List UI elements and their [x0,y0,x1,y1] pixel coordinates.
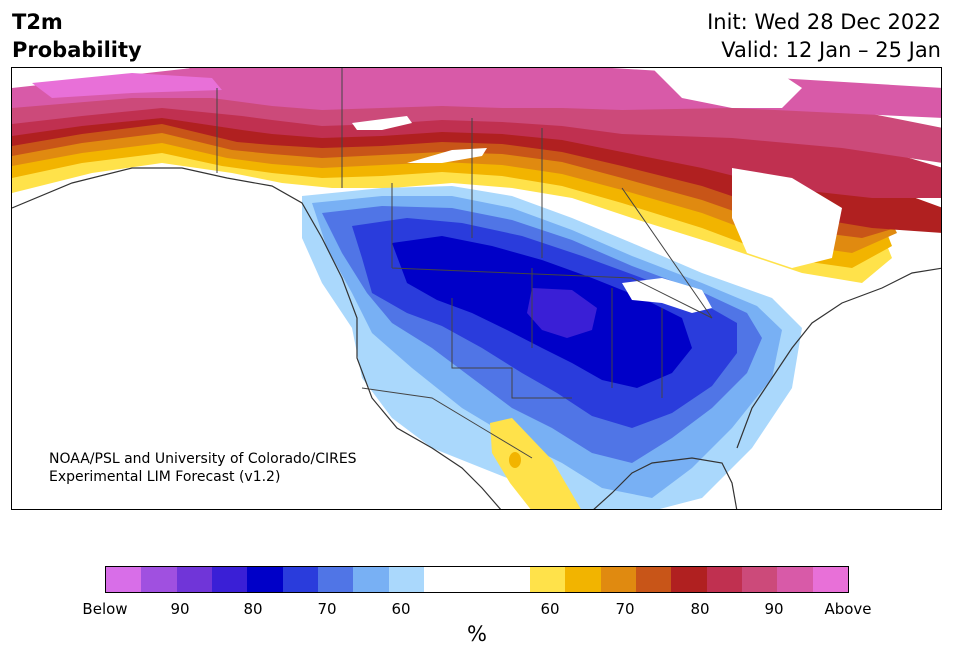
great-bear-lake [352,116,412,130]
colorbar-swatch-above-1 [529,567,566,592]
map-canvas [12,68,941,509]
arctic-channels [652,68,802,108]
colorbar-swatch-above-9 [812,567,848,592]
mexico-warm-core [509,452,521,468]
coastlines [12,167,941,509]
great-slave-lake [407,148,487,163]
credit-line-1: NOAA/PSL and University of Colorado/CIRE… [49,451,357,467]
valid-range: Valid: 12 Jan – 25 Jan [721,38,941,62]
colorbar-swatch-above-5 [671,567,707,592]
tick-below-70: 70 [317,600,337,618]
colorbar-swatch-below-2 [141,567,177,592]
west-coast [12,167,502,509]
colorbar-swatch-below-7 [317,567,354,592]
colorbar-swatch-neutral [423,567,530,592]
political-borders [216,68,713,459]
below-normal-region [302,186,802,509]
colorbar-swatch-below-8 [353,567,389,592]
border-us-canada [391,183,713,319]
border-states [451,268,663,399]
above-normal-region [12,68,941,283]
tick-below: Below [82,600,128,618]
mexico-warm-outer [490,418,581,509]
colorbar-swatch-above-7 [741,567,778,592]
probability-colorbar [105,566,849,593]
gulf-coast [593,457,738,509]
forecast-dates: Init: Wed 28 Dec 2022 Valid: 12 Jan – 25… [707,8,941,64]
tick-above-70: 70 [615,600,635,618]
east-coast [736,267,941,449]
colorbar-swatch-below-5 [247,567,283,592]
colorbar-swatch-above-2 [565,567,601,592]
tick-above-80: 80 [690,600,710,618]
tick-below-60: 60 [391,600,411,618]
colorbar-swatch-below-3 [176,567,212,592]
forecast-map [11,67,942,510]
hudson-bay [732,168,842,268]
tick-above: Above [824,600,872,618]
colorbar-swatch-above-8 [777,567,813,592]
title-line-2: Probability [12,38,142,62]
tick-below-80: 80 [243,600,263,618]
colorbar-swatch-above-4 [635,567,672,592]
colorbar-swatch-below-1 [106,567,142,592]
tick-above-90: 90 [764,600,784,618]
colorbar-swatch-below-9 [388,567,424,592]
title-line-1: T2m [12,10,63,34]
colorbar-unit: % [467,622,487,646]
map-credit: NOAA/PSL and University of Colorado/CIRE… [49,450,357,486]
mexico-warm-blob [490,418,581,509]
cool-band-core [527,288,597,338]
map-title: T2m Probability [12,8,142,64]
credit-line-2: Experimental LIM Forecast (v1.2) [49,469,281,485]
colorbar-swatch-above-3 [600,567,636,592]
colorbar-swatch-above-6 [706,567,742,592]
init-date: Init: Wed 28 Dec 2022 [707,10,941,34]
warm-band-core [32,73,222,98]
border-us-mexico [361,387,533,459]
border-provinces [341,68,713,319]
colorbar-swatch-below-6 [282,567,318,592]
colorbar-swatch-below-4 [211,567,248,592]
tick-above-60: 60 [540,600,560,618]
tick-below-90: 90 [170,600,190,618]
